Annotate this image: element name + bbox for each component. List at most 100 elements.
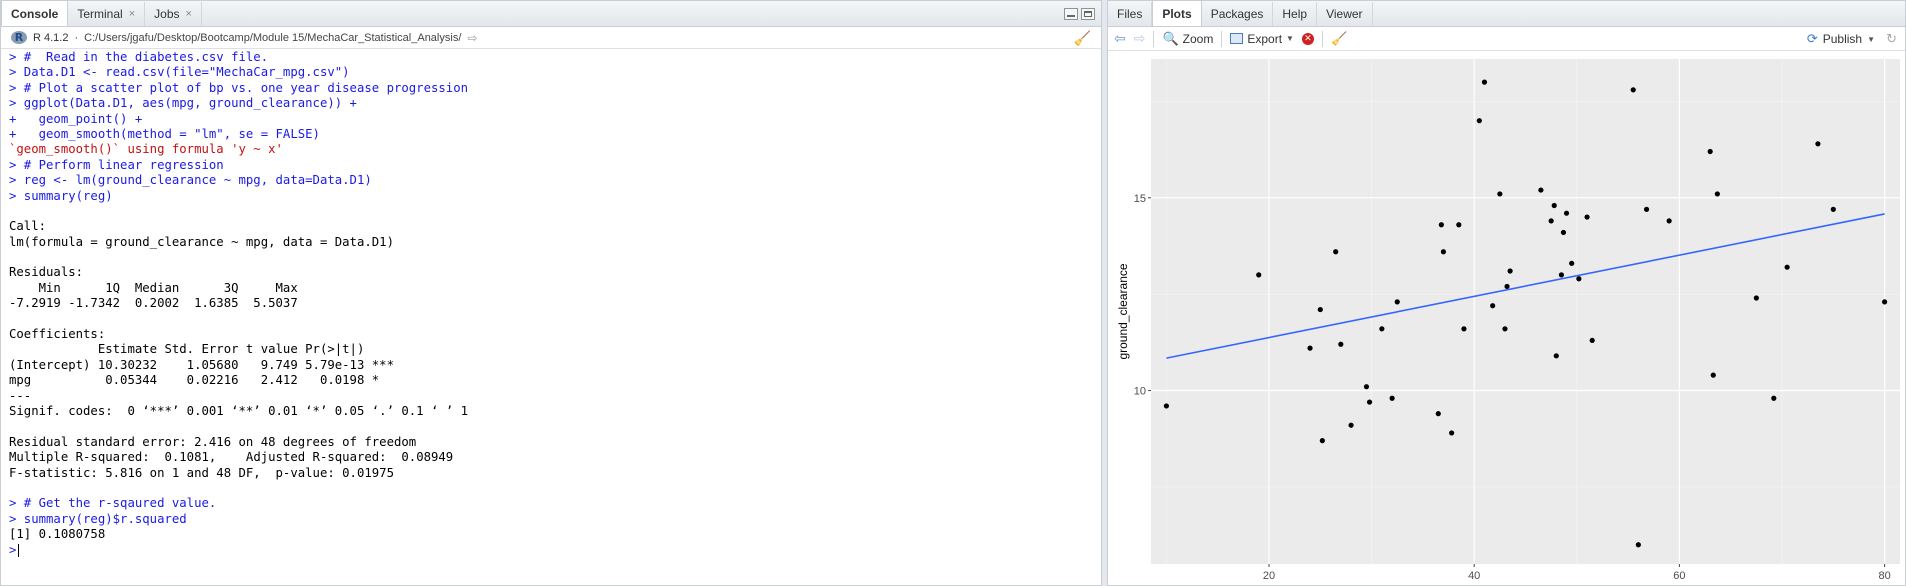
y-tick-label: 15	[1134, 193, 1146, 205]
data-point	[1338, 341, 1344, 347]
console-line: Residual standard error: 2.416 on 48 deg…	[9, 434, 417, 449]
data-point	[1435, 411, 1441, 417]
toolbar-divider	[1321, 30, 1323, 47]
tab-label: Console	[11, 6, 59, 21]
refresh-icon[interactable]: ↻	[1886, 31, 1897, 46]
data-point	[1558, 272, 1565, 278]
data-point	[1319, 438, 1325, 444]
path-separator: ·	[74, 31, 79, 44]
data-point	[1584, 214, 1590, 220]
tab-help[interactable]: Help	[1273, 2, 1318, 26]
data-point	[1635, 542, 1641, 548]
data-point	[1461, 326, 1467, 332]
data-point	[1502, 326, 1508, 332]
tab-packages[interactable]: Packages	[1202, 2, 1274, 26]
console-line: `geom_smooth()` using formula 'y ~ x'	[9, 142, 283, 157]
tab-label: Files	[1117, 7, 1143, 21]
console-line: + geom_smooth(method = "lm", se = FALSE)	[9, 126, 320, 141]
chevron-down-icon: ▼	[1286, 34, 1294, 43]
data-point	[1707, 148, 1713, 155]
data-point	[1548, 218, 1554, 224]
data-point	[1569, 260, 1575, 266]
x-tick-label: 80	[1878, 570, 1890, 582]
console-tabbar: Console Terminal × Jobs ×	[1, 1, 1101, 27]
plots-tabbar: Files Plots Packages Help Viewer	[1108, 1, 1905, 27]
export-icon	[1230, 33, 1244, 44]
tab-files[interactable]: Files	[1108, 2, 1153, 26]
y-axis-label: ground_clearance	[1116, 263, 1130, 359]
data-point	[1379, 326, 1385, 332]
data-point	[1714, 191, 1720, 197]
working-directory[interactable]: C:/Users/jgafu/Desktop/Bootcamp/Module 1…	[84, 31, 462, 44]
data-point	[1882, 299, 1888, 305]
data-point	[1784, 264, 1790, 270]
console-line: + geom_point() +	[9, 111, 143, 126]
console-line: ---	[9, 388, 32, 403]
console-line: Multiple R-squared: 0.1081, Adjusted R-s…	[9, 450, 461, 465]
previous-plot-icon[interactable]: ⇦	[1114, 30, 1126, 46]
tab-label: Plots	[1162, 6, 1192, 21]
clear-console-icon[interactable]: 🧹	[1073, 30, 1091, 46]
prompt-symbol: >	[9, 542, 17, 557]
data-point	[1666, 218, 1672, 224]
publish-label: Publish	[1822, 32, 1863, 46]
data-point	[1366, 399, 1373, 405]
console-line: Call:	[9, 219, 47, 234]
x-tick-label: 20	[1263, 570, 1275, 582]
go-to-directory-icon[interactable]: ⇨	[467, 30, 478, 45]
data-point	[1771, 395, 1777, 401]
console-line: > reg <- lm(ground_clearance ~ mpg, data…	[9, 173, 372, 188]
data-point	[1348, 422, 1354, 428]
data-point	[1363, 384, 1370, 390]
data-point	[1753, 295, 1759, 301]
data-point	[1438, 222, 1444, 228]
r-logo-icon: R	[11, 31, 27, 44]
data-point	[1710, 372, 1716, 378]
data-point	[1256, 272, 1262, 278]
data-point	[1815, 141, 1821, 147]
chevron-down-icon: ▼	[1867, 34, 1875, 44]
console-line: Signif. codes: 0 ‘***’ 0.001 ‘**’ 0.01 ‘…	[9, 403, 469, 418]
data-point	[1449, 430, 1455, 436]
remove-plot-icon[interactable]: ✕	[1301, 32, 1314, 45]
close-icon[interactable]: ×	[128, 8, 136, 20]
maximize-icon[interactable]	[1081, 8, 1095, 20]
tab-console[interactable]: Console	[1, 1, 69, 26]
data-point	[1394, 299, 1400, 305]
console-line	[9, 481, 1097, 496]
console-line	[9, 312, 1097, 327]
clear-plots-icon[interactable]: 🧹	[1330, 30, 1348, 46]
publish-button[interactable]: ⟳ Publish ▼	[1807, 31, 1875, 47]
regression-line	[1166, 213, 1885, 359]
export-button[interactable]: Export ▼	[1230, 32, 1294, 46]
data-point	[1576, 276, 1582, 282]
minimize-icon[interactable]	[1064, 8, 1078, 20]
console-prompt[interactable]: >	[9, 543, 1097, 558]
r-version: R 4.1.2	[33, 31, 69, 44]
publish-icon: ⟳	[1806, 31, 1818, 46]
console-line: > # Read in the diabetes.csv file.	[9, 50, 269, 64]
close-icon[interactable]: ×	[185, 8, 192, 20]
tab-terminal[interactable]: Terminal ×	[68, 2, 146, 26]
tab-jobs[interactable]: Jobs ×	[145, 2, 202, 26]
data-point	[1563, 210, 1570, 216]
console-output[interactable]: > # Read in the diabetes.csv file. > Data…	[9, 50, 1097, 585]
tab-label: Jobs	[154, 7, 180, 21]
zoom-label: Zoom	[1182, 31, 1214, 46]
data-point	[1589, 337, 1595, 344]
scatter-plot: 20 40 60 80 10 15 ground_clearance	[1116, 59, 1900, 582]
x-tick-label: 40	[1468, 570, 1480, 582]
magnifier-icon: 🔍	[1162, 30, 1179, 46]
console-line: > summary(reg)$r.squared	[9, 511, 187, 526]
next-plot-icon[interactable]: ⇨	[1133, 30, 1146, 46]
console-line: mpg 0.05344 0.02216 2.412 0.0198 *	[9, 373, 394, 388]
tab-viewer[interactable]: Viewer	[1317, 2, 1373, 26]
data-point	[1490, 303, 1496, 309]
data-point	[1507, 268, 1513, 274]
tab-label: Packages	[1210, 7, 1264, 21]
console-line: > Data.D1 <- read.csv(file="MechaCar_mpg…	[9, 65, 350, 80]
data-point	[1830, 206, 1836, 212]
zoom-button[interactable]: 🔍 Zoom	[1162, 31, 1213, 47]
tab-plots[interactable]: Plots	[1152, 1, 1202, 26]
text-cursor	[18, 543, 20, 557]
